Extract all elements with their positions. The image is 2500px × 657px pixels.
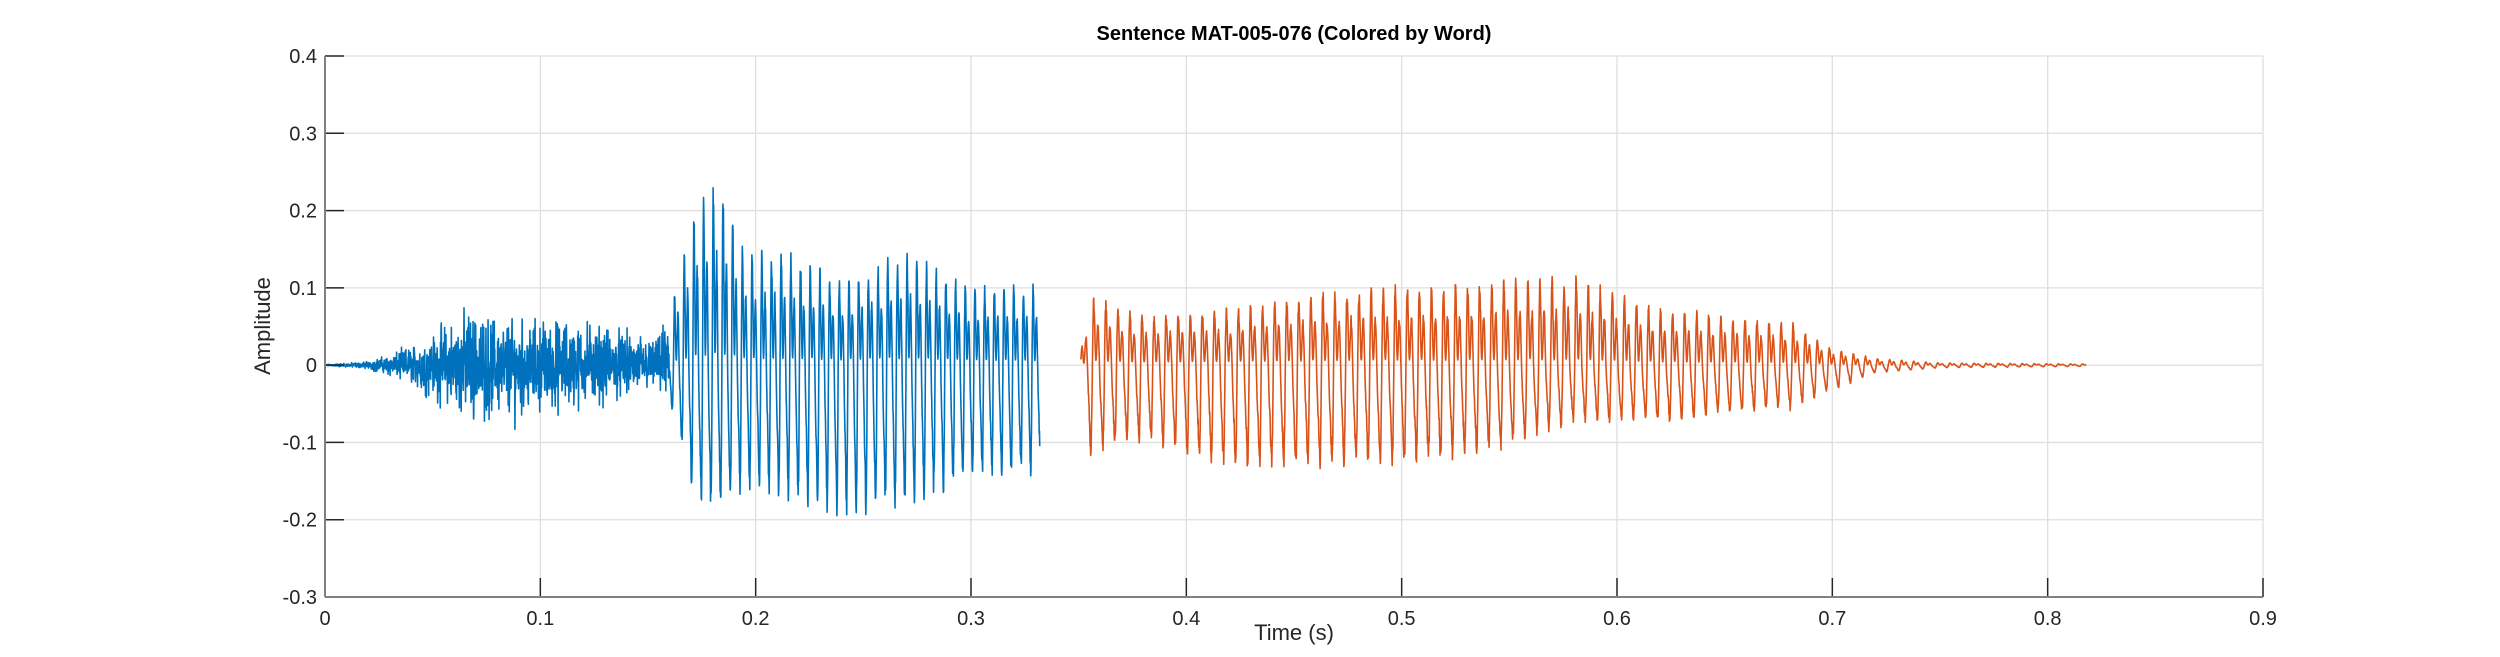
x-tick-label: 0.8 xyxy=(2034,608,2062,630)
x-tick-label: 0.3 xyxy=(957,608,985,630)
waveform-line-word-1 xyxy=(324,187,1041,517)
axes: 0 0.1 0.2 0.3 0.4 0.5 0.6 0.7 0.8 0.9 0.4 0.3 0.2 0.1… xyxy=(283,46,2277,630)
x-tick-label: 0 xyxy=(319,608,330,630)
y-axis-label: Amplitude xyxy=(250,277,275,375)
y-tick-label: -0.1 xyxy=(283,432,317,454)
waveform-line-word-2 xyxy=(1080,275,2087,470)
x-tick-label: 0.5 xyxy=(1388,608,1416,630)
x-tick-label: 0.7 xyxy=(1818,608,1846,630)
y-tick-label: 0.1 xyxy=(289,278,317,300)
y-tick-label: 0.3 xyxy=(289,123,317,145)
chart-title: Sentence MAT-005-076 (Colored by Word) xyxy=(1097,23,1492,45)
x-tick-label: 0.4 xyxy=(1172,608,1200,630)
x-axis-label: Time (s) xyxy=(1254,620,1334,645)
y-tick-label: 0 xyxy=(306,355,317,377)
x-tick-label: 0.1 xyxy=(526,608,554,630)
x-tick-label: 0.6 xyxy=(1603,608,1631,630)
x-tick-label: 0.9 xyxy=(2249,608,2277,630)
y-tick-label: 0.4 xyxy=(289,46,317,68)
y-tick-label: 0.2 xyxy=(289,201,317,223)
y-tick-label: -0.2 xyxy=(283,510,317,532)
series-group xyxy=(324,187,2087,517)
y-tick-label: -0.3 xyxy=(283,587,317,609)
plot-area xyxy=(325,56,2263,597)
x-tick-label: 0.2 xyxy=(742,608,770,630)
